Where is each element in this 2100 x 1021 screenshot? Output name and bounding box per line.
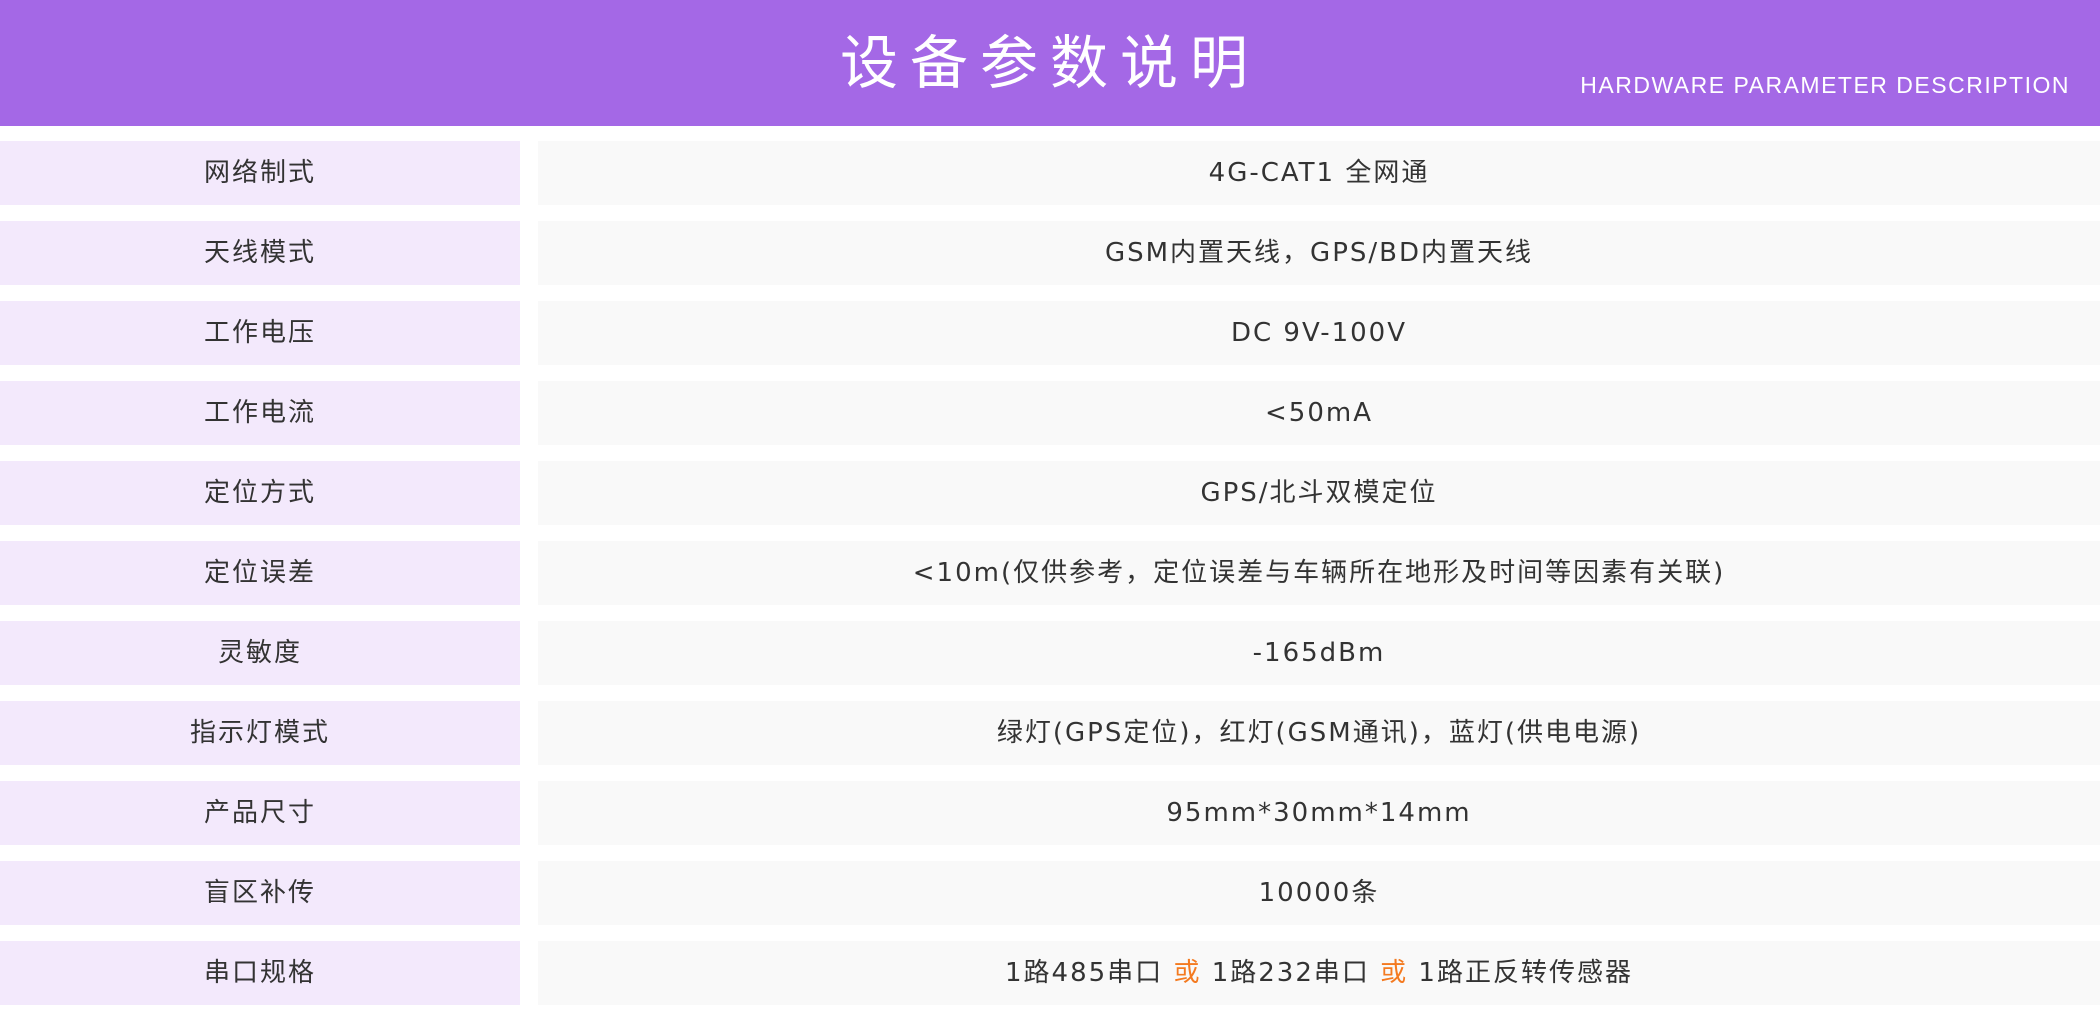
param-label: 灵敏度 bbox=[0, 621, 520, 685]
or-highlight: 或 bbox=[1173, 958, 1202, 988]
param-label: 定位误差 bbox=[0, 541, 520, 605]
table-row: 天线模式 GSM内置天线，GPS/BD内置天线 bbox=[0, 221, 2100, 285]
value-part: 1路485串口 bbox=[1005, 958, 1174, 988]
param-label: 工作电流 bbox=[0, 381, 520, 445]
table-row: 灵敏度 -165dBm bbox=[0, 621, 2100, 685]
param-label: 网络制式 bbox=[0, 141, 520, 205]
param-value: 95mm*30mm*14mm bbox=[538, 781, 2100, 845]
param-label: 天线模式 bbox=[0, 221, 520, 285]
or-highlight: 或 bbox=[1380, 958, 1409, 988]
table-row: 定位误差 <10m(仅供参考，定位误差与车辆所在地形及时间等因素有关联) bbox=[0, 541, 2100, 605]
param-value: -165dBm bbox=[538, 621, 2100, 685]
param-value: 10000条 bbox=[538, 861, 2100, 925]
value-part: 1路正反转传感器 bbox=[1408, 958, 1633, 988]
page-title: 设备参数说明 bbox=[839, 29, 1260, 97]
param-label: 盲区补传 bbox=[0, 861, 520, 925]
param-label: 产品尺寸 bbox=[0, 781, 520, 845]
header-banner: 设备参数说明 HARDWARE PARAMETER DESCRIPTION bbox=[0, 0, 2100, 126]
param-value: <10m(仅供参考，定位误差与车辆所在地形及时间等因素有关联) bbox=[538, 541, 2100, 605]
page-subtitle: HARDWARE PARAMETER DESCRIPTION bbox=[1580, 72, 2070, 98]
table-row: 工作电压 DC 9V-100V bbox=[0, 301, 2100, 365]
param-label: 工作电压 bbox=[0, 301, 520, 365]
param-label: 定位方式 bbox=[0, 461, 520, 525]
table-row: 指示灯模式 绿灯(GPS定位)，红灯(GSM通讯)，蓝灯(供电电源) bbox=[0, 701, 2100, 765]
param-value: 4G-CAT1 全网通 bbox=[538, 141, 2100, 205]
param-value: 1路485串口 或 1路232串口 或 1路正反转传感器 bbox=[538, 941, 2100, 1005]
param-label: 串口规格 bbox=[0, 941, 520, 1005]
param-value: <50mA bbox=[538, 381, 2100, 445]
table-row: 盲区补传 10000条 bbox=[0, 861, 2100, 925]
table-row: 工作电流 <50mA bbox=[0, 381, 2100, 445]
table-row: 定位方式 GPS/北斗双模定位 bbox=[0, 461, 2100, 525]
table-row: 串口规格 1路485串口 或 1路232串口 或 1路正反转传感器 bbox=[0, 941, 2100, 1005]
param-value: DC 9V-100V bbox=[538, 301, 2100, 365]
param-value: 绿灯(GPS定位)，红灯(GSM通讯)，蓝灯(供电电源) bbox=[538, 701, 2100, 765]
param-value: GPS/北斗双模定位 bbox=[538, 461, 2100, 525]
value-part: 1路232串口 bbox=[1201, 958, 1381, 988]
table-row: 网络制式 4G-CAT1 全网通 bbox=[0, 141, 2100, 205]
param-value: GSM内置天线，GPS/BD内置天线 bbox=[538, 221, 2100, 285]
param-label: 指示灯模式 bbox=[0, 701, 520, 765]
parameter-table: 网络制式 4G-CAT1 全网通 天线模式 GSM内置天线，GPS/BD内置天线 工… bbox=[0, 141, 2100, 1021]
table-row: 产品尺寸 95mm*30mm*14mm bbox=[0, 781, 2100, 845]
